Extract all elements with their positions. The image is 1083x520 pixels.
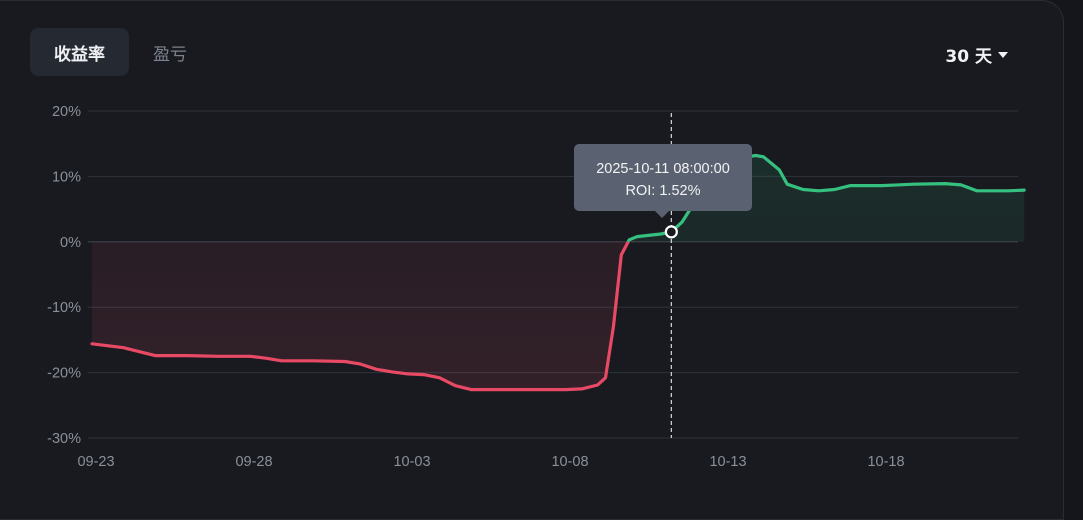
tooltip-roi: ROI: 1.52% <box>625 183 701 199</box>
x-tick-label: 09-23 <box>77 454 114 470</box>
x-tick-label: 09-28 <box>235 454 272 470</box>
y-tick-label: 0% <box>60 235 81 251</box>
tab-roi[interactable]: 收益率 <box>30 28 129 76</box>
y-tick-label: -30% <box>47 431 81 447</box>
x-tick-label: 10-18 <box>867 454 904 470</box>
x-tick-label: 10-13 <box>709 454 746 470</box>
roi-line-positive <box>626 153 1026 242</box>
y-tick-label: 10% <box>52 169 81 185</box>
y-tick-label: -20% <box>47 366 81 382</box>
y-tick-label: -10% <box>47 300 81 316</box>
caret-down-icon <box>998 51 1008 58</box>
tooltip-datetime: 2025-10-11 08:00:00 <box>596 161 730 177</box>
tab-pnl[interactable]: 盈亏 <box>153 44 187 65</box>
highlight-point <box>664 225 678 239</box>
view-tabs: 收益率 盈亏 <box>30 28 211 76</box>
x-tick-label: 10-08 <box>551 454 588 470</box>
chart-tooltip: 2025-10-11 08:00:00 ROI: 1.52% <box>574 144 752 218</box>
negative-area <box>92 241 629 390</box>
roi-chart[interactable]: 20% 10% 0% -10% -20% -30% 09-23 09-28 10-03 10-08… <box>0 1 1064 505</box>
y-tick-label: 20% <box>52 104 81 120</box>
x-tick-label: 10-03 <box>393 454 430 470</box>
time-range-label: 30 天 <box>945 47 992 67</box>
positive-area <box>92 155 1025 242</box>
roi-line-negative <box>90 241 630 392</box>
time-range-dropdown[interactable]: 30 天 <box>945 42 1008 67</box>
